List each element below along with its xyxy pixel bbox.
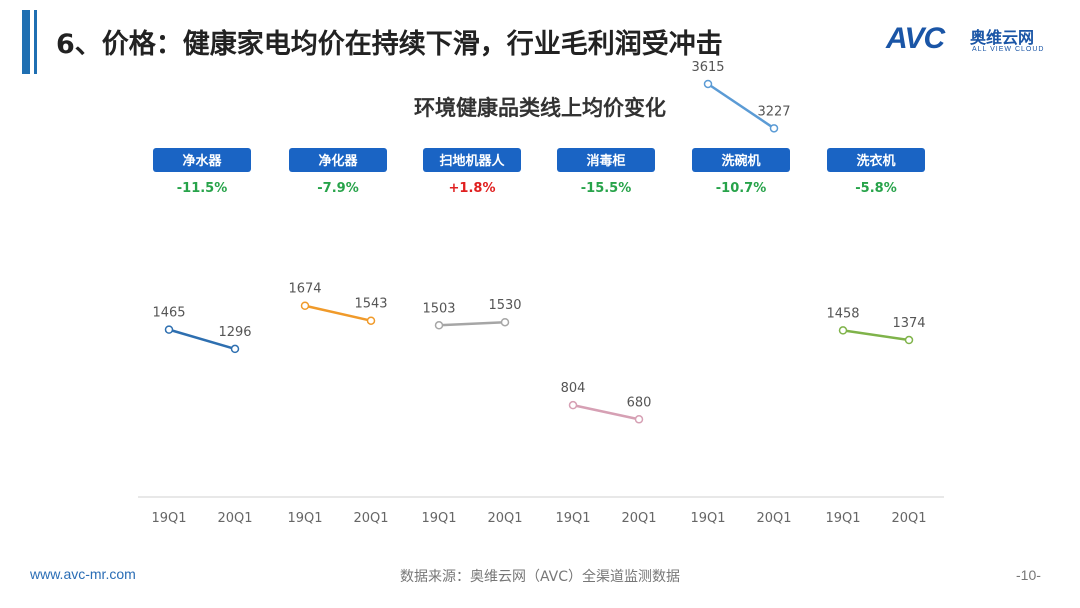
category-badge-1 — [289, 148, 387, 172]
data-point-0-1 — [230, 344, 240, 354]
data-point-5-1 — [904, 335, 914, 345]
x-tick-label-4-0: 19Q1 — [690, 511, 725, 526]
data-label-1-0: 1674 — [288, 282, 321, 297]
change-label-1: -7.9% — [317, 181, 358, 196]
category-label-0: 净水器 — [182, 153, 222, 169]
logo-name-cn: 奥维云网 — [970, 28, 1035, 47]
data-point-0-0 — [164, 325, 174, 334]
data-label-3-0: 804 — [561, 381, 586, 396]
x-tick-label-3-1: 20Q1 — [621, 511, 656, 526]
category-label-2: 扫地机器人 — [439, 153, 505, 169]
series-line-5 — [842, 329, 910, 342]
title-accent-bar — [22, 10, 30, 74]
category-badge-0 — [153, 148, 251, 172]
x-tick-label-4-1: 20Q1 — [756, 511, 791, 526]
x-tick-label-0-0: 19Q1 — [151, 511, 186, 526]
data-label-3-1: 680 — [627, 395, 652, 410]
category-label-4: 洗碗机 — [721, 153, 760, 169]
chart-title: 环境健康品类线上均价变化 — [414, 96, 666, 120]
series-line-4 — [707, 82, 775, 130]
category-badge-3 — [557, 148, 655, 172]
series-line-0 — [168, 328, 236, 351]
category-label-1: 净化器 — [318, 153, 358, 169]
title-accent-bar-thin — [34, 10, 37, 74]
category-label-5: 洗衣机 — [856, 153, 895, 169]
x-tick-label-3-0: 19Q1 — [555, 511, 590, 526]
data-point-2-1 — [500, 317, 510, 327]
data-point-1-1 — [366, 316, 376, 325]
data-label-2-1: 1530 — [488, 298, 521, 313]
x-tick-label-2-0: 19Q1 — [421, 511, 456, 526]
change-label-0: -11.5% — [177, 181, 228, 196]
data-point-3-0 — [568, 400, 578, 410]
data-label-1-1: 1543 — [354, 297, 387, 312]
x-tick-label-5-1: 20Q1 — [891, 511, 926, 526]
series-line-3 — [572, 403, 640, 421]
data-point-3-1 — [634, 415, 644, 424]
data-label-0-1: 1296 — [218, 325, 251, 340]
data-label-4-1: 3227 — [757, 104, 790, 119]
logo-name-en: ALL VIEW CLOUD — [972, 46, 1045, 53]
change-label-2: +1.8% — [449, 181, 496, 196]
x-tick-label-1-0: 19Q1 — [287, 511, 322, 526]
data-label-0-0: 1465 — [152, 306, 185, 321]
category-badge-2 — [423, 148, 521, 172]
x-tick-label-5-0: 19Q1 — [825, 511, 860, 526]
page-number: -10- — [1016, 567, 1041, 583]
data-point-2-0 — [434, 321, 444, 330]
data-point-4-1 — [769, 124, 779, 133]
footer-source: 数据来源：奥维云网（AVC）全渠道监测数据 — [399, 569, 681, 585]
data-label-5-0: 1458 — [826, 306, 859, 321]
category-badge-5 — [827, 148, 925, 172]
data-label-5-1: 1374 — [892, 316, 925, 331]
x-tick-label-1-1: 20Q1 — [353, 511, 388, 526]
data-label-2-0: 1503 — [422, 301, 455, 316]
footer-url[interactable]: www.avc-mr.com — [30, 566, 136, 582]
logo-brand: AVC — [886, 22, 945, 55]
avc-logo: AVC 奥维云网 ALL VIEW CLOUD — [886, 22, 1056, 62]
data-point-1-0 — [300, 301, 310, 310]
x-tick-label-2-1: 20Q1 — [487, 511, 522, 526]
series-line-2 — [438, 320, 506, 327]
page-title: 6、价格：健康家电均价在持续下滑，行业毛利润受冲击 — [56, 29, 723, 60]
x-tick-label-0-1: 20Q1 — [217, 511, 252, 526]
change-label-4: -10.7% — [716, 181, 767, 196]
data-point-4-0 — [703, 79, 713, 89]
category-badge-4 — [692, 148, 790, 172]
change-label-3: -15.5% — [581, 181, 632, 196]
series-line-1 — [304, 304, 372, 322]
data-point-5-0 — [838, 326, 848, 335]
data-label-4-0: 3615 — [691, 60, 724, 75]
category-label-3: 消毒柜 — [586, 153, 625, 169]
change-label-5: -5.8% — [855, 181, 896, 196]
